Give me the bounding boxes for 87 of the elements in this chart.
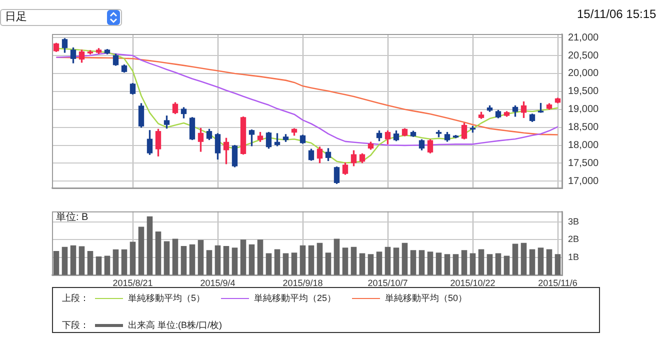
- bar: [223, 246, 230, 275]
- y-tick-label: 17,000: [568, 176, 600, 187]
- y-tick-label: 18,000: [568, 140, 600, 152]
- bar: [436, 252, 442, 275]
- bar: [384, 246, 391, 275]
- bar: [164, 241, 170, 275]
- bar: [486, 254, 493, 275]
- x-tick-label: 2015/8/21: [112, 278, 153, 288]
- bar: [138, 226, 144, 275]
- bar: [53, 250, 60, 275]
- y-tick-label: 21,000: [568, 32, 600, 44]
- bar: [495, 253, 502, 275]
- bar: [334, 238, 340, 275]
- y-tick-label: 20,500: [568, 50, 600, 62]
- bar: [87, 250, 94, 275]
- bar: [452, 254, 459, 275]
- x-tick-label: 2015/9/18: [282, 278, 323, 288]
- bar: [342, 248, 348, 275]
- bar: [291, 252, 298, 275]
- bar: [368, 254, 374, 275]
- bar: [198, 240, 204, 275]
- legend-title: 下段：: [62, 319, 89, 332]
- bar: [96, 256, 102, 275]
- legend-label: 出来高 単位:(B株/口/枚): [128, 319, 222, 332]
- bar: [308, 245, 314, 275]
- bar: [189, 244, 196, 275]
- bar: [427, 252, 434, 275]
- y-tick-label: 1B: [568, 252, 580, 262]
- bar: [402, 242, 408, 275]
- bar: [274, 249, 280, 275]
- bar: [104, 256, 110, 275]
- bar: [504, 256, 510, 275]
- y-tick-label: 2B: [568, 234, 580, 244]
- bar: [282, 253, 289, 275]
- y-tick-label: 18,500: [568, 122, 600, 134]
- legend-label: 単純移動平均（25）: [254, 292, 336, 305]
- y-tick-label: 3B: [568, 216, 580, 226]
- bar: [512, 244, 518, 275]
- bar: [62, 246, 68, 275]
- bar: [248, 244, 255, 275]
- bar: [461, 250, 468, 275]
- text: 日足: [5, 11, 27, 23]
- bar: [172, 238, 178, 275]
- x-tick-label: 2015/11/6: [538, 278, 578, 288]
- bar: [478, 249, 484, 275]
- bar: [300, 245, 306, 275]
- bar: [112, 249, 119, 275]
- bar: [546, 249, 552, 275]
- bar: [146, 216, 153, 275]
- x-tick-label: 2015/9/4: [200, 278, 236, 288]
- legend-label: 単純移動平均（50）: [385, 292, 468, 305]
- bar: [130, 242, 136, 275]
- bar: [240, 240, 246, 275]
- bar: [350, 246, 357, 275]
- bar: [470, 253, 476, 275]
- bar: [538, 248, 544, 275]
- y-tick-label: 19,000: [568, 104, 600, 116]
- x-tick-label: 2015/10/22: [450, 278, 496, 288]
- bar: [520, 242, 527, 275]
- bar: [121, 249, 128, 275]
- bar: [155, 232, 162, 275]
- bar: [266, 253, 272, 275]
- bar: [418, 250, 425, 275]
- x-tick-label: 2015/10/7: [368, 278, 408, 288]
- y-tick-label: 20,000: [568, 68, 600, 80]
- bar: [554, 254, 561, 275]
- bar: [393, 248, 400, 275]
- legend-title: 上段：: [62, 292, 89, 305]
- bar: [376, 252, 382, 275]
- bar: [359, 253, 366, 275]
- text: 15/11/06 15:15: [577, 7, 656, 21]
- bar: [529, 249, 536, 275]
- legend-label: 単純移動平均（5）: [128, 292, 206, 305]
- bar: [257, 240, 264, 275]
- bar: [70, 245, 76, 275]
- annotation: 単位: B: [56, 211, 88, 224]
- bar: [325, 252, 332, 275]
- bar: [214, 245, 221, 275]
- bar: [232, 248, 238, 275]
- bar: [444, 254, 450, 275]
- bar: [316, 242, 323, 275]
- bar: [180, 246, 187, 275]
- bar: [410, 250, 416, 275]
- bar: [78, 246, 85, 275]
- y-tick-label: 19,500: [568, 86, 600, 98]
- bar: [206, 250, 212, 275]
- y-tick-label: 17,500: [568, 158, 600, 169]
